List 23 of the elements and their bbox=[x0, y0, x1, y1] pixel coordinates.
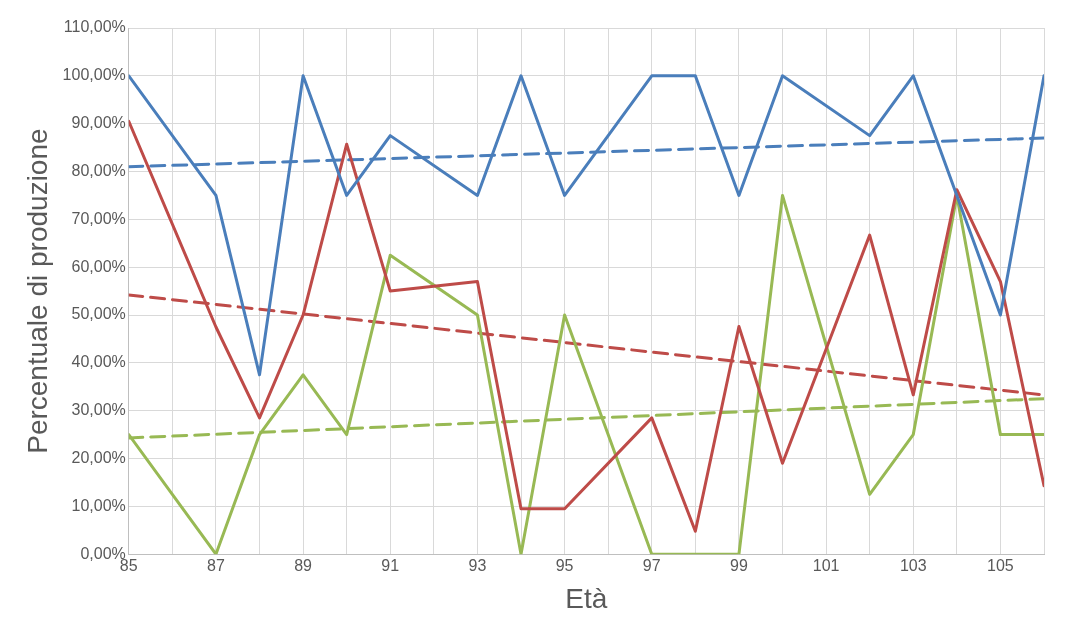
x-tick-label: 93 bbox=[468, 557, 487, 575]
x-tick-label: 87 bbox=[207, 557, 225, 575]
y-tick-label: 110,00% bbox=[63, 18, 126, 36]
y-tick-label: 100,00% bbox=[62, 66, 126, 84]
y-tick-label: 50,00% bbox=[71, 305, 126, 323]
x-axis-title: Età bbox=[565, 582, 608, 614]
y-tick-label: 10,00% bbox=[71, 496, 126, 514]
x-tick-label: 91 bbox=[381, 557, 400, 575]
y-tick-label: 40,00% bbox=[71, 353, 126, 371]
y-tick-label: 20,00% bbox=[71, 448, 126, 466]
y-tick-label: 30,00% bbox=[71, 401, 126, 419]
y-tick-label: 70,00% bbox=[71, 209, 126, 227]
x-tick-label: 89 bbox=[294, 557, 313, 575]
x-tick-label: 101 bbox=[812, 557, 840, 575]
x-tick-label: 105 bbox=[987, 557, 1014, 575]
x-tick-label: 103 bbox=[899, 557, 927, 575]
x-tick-label: 95 bbox=[555, 557, 574, 575]
y-axis-title: Percentuale di produzione bbox=[21, 128, 53, 454]
x-tick-label: 99 bbox=[730, 557, 748, 575]
y-tick-label: 80,00% bbox=[71, 161, 126, 179]
y-tick-label: 90,00% bbox=[71, 114, 126, 132]
y-tick-label: 60,00% bbox=[71, 257, 126, 275]
x-tick-label: 97 bbox=[642, 557, 661, 575]
